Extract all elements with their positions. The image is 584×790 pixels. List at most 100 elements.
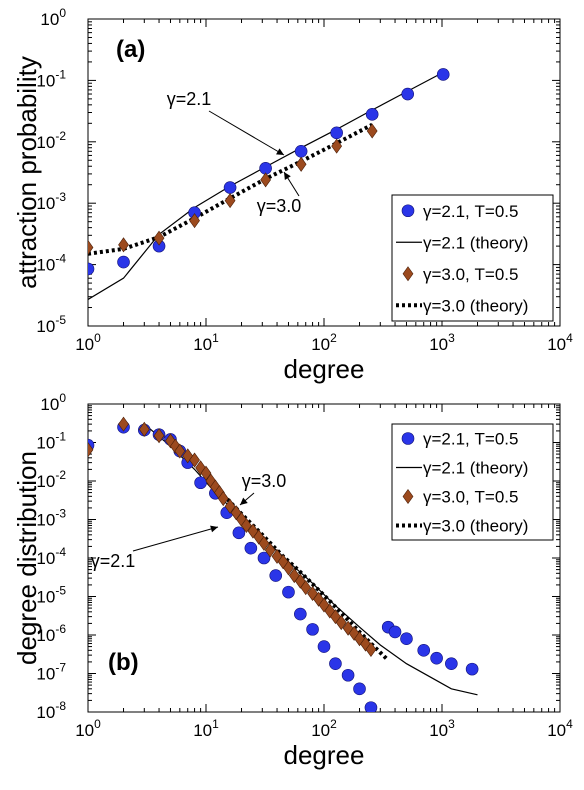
annotation-arrow [132, 526, 219, 552]
data-point-diamond [88, 442, 94, 458]
data-point-circle [430, 651, 443, 665]
x-axis-label: degree [284, 354, 365, 384]
annotation-label: γ=3.0 [242, 471, 287, 491]
y-tick-label: 10-3 [36, 190, 66, 213]
x-tick-label: 104 [547, 331, 573, 354]
y-tick-label: 10-4 [36, 545, 66, 568]
data-point-diamond [138, 421, 150, 437]
data-point-diamond [88, 239, 94, 256]
x-tick-label: 102 [311, 717, 337, 740]
data-point-diamond [360, 636, 371, 652]
theory-line-gamma-3.0 [88, 122, 374, 256]
y-tick-label: 100 [40, 391, 66, 414]
data-point-diamond [307, 585, 318, 601]
legend-label: γ=2.1 (theory) [423, 459, 528, 478]
x-tick-label: 103 [429, 717, 455, 740]
y-tick-label: 10-7 [36, 661, 66, 684]
data-point-diamond [195, 460, 206, 476]
legend-label: γ=3.0, T=0.5 [423, 265, 518, 284]
legend-box [391, 423, 554, 541]
data-point-diamond [224, 193, 236, 209]
y-tick-label: 10-3 [36, 507, 66, 530]
data-point-diamond [153, 230, 165, 246]
data-point-circle [223, 181, 237, 194]
data-point-circle [317, 640, 331, 653]
data-point-circle [282, 585, 295, 599]
data-point-circle [232, 526, 246, 540]
x-tick-label: 101 [193, 717, 219, 740]
data-point-diamond [313, 591, 324, 607]
data-point-circle [269, 569, 283, 582]
data-point-diamond [324, 603, 336, 619]
legend-label: γ=3.0 (theory) [423, 517, 528, 536]
annotation-arrowhead [276, 148, 284, 155]
data-point-diamond [300, 580, 312, 596]
y-tick-label: 10-4 [36, 252, 66, 275]
panel-label: (b) [108, 649, 139, 676]
legend-marker [402, 488, 414, 505]
theory-line-gamma-3.0 [204, 476, 390, 662]
annotation-label: γ=2.1 [91, 551, 136, 571]
data-point-circle [330, 126, 343, 140]
data-point-diamond [354, 631, 365, 647]
data-point-diamond [118, 237, 129, 253]
x-tick-label: 104 [547, 717, 573, 740]
x-tick-label: 103 [429, 331, 455, 354]
panel-b: 100 101 102 103 104 10-8 10-7 10-6 10-5 10-4 10-3 1… [12, 391, 573, 770]
data-point-diamond [200, 465, 212, 481]
data-point-circle [417, 644, 431, 657]
data-point-diamond [264, 542, 276, 558]
data-point-circle [257, 551, 271, 565]
data-point-circle [365, 108, 379, 121]
y-tick-label: 10-2 [36, 129, 66, 152]
data-point-circle [294, 145, 308, 158]
data-point-circle [445, 657, 458, 670]
y-tick-label: 10-2 [36, 468, 66, 491]
annotation-arrowhead [284, 172, 291, 180]
data-point-diamond [253, 529, 265, 545]
data-point-circle [353, 682, 366, 696]
y-tick-label: 10-8 [36, 699, 66, 722]
y-tick-label: 100 [40, 6, 66, 29]
legend-label: γ=3.0 (theory) [423, 296, 528, 315]
data-point-diamond [241, 517, 252, 533]
data-point-circle [306, 623, 319, 636]
x-tick-label: 100 [75, 717, 101, 740]
data-point-circle [465, 662, 479, 676]
data-point-diamond [295, 156, 307, 172]
data-point-diamond [182, 448, 194, 464]
data-point-diamond [189, 452, 200, 468]
legend-label: γ=2.1 (theory) [423, 233, 528, 252]
legend-marker [402, 266, 414, 282]
y-tick-label: 10-1 [36, 430, 66, 453]
annotation-label: γ=3.0 [257, 196, 302, 216]
data-point-diamond [247, 523, 259, 539]
data-point-circle [436, 68, 450, 81]
data-point-circle [364, 701, 378, 712]
data-point-circle [329, 657, 342, 670]
legend-marker [401, 432, 415, 445]
data-point-diamond [283, 560, 294, 576]
data-point-circle [341, 668, 355, 682]
data-point-circle [194, 476, 207, 490]
legend-box [391, 194, 554, 322]
data-point-diamond [260, 172, 271, 188]
panel-label: (a) [116, 36, 145, 63]
x-tick-label: 102 [311, 331, 337, 354]
data-point-diamond [174, 443, 186, 459]
y-axis-label: degree distribution [12, 451, 42, 665]
annotation-arrowhead [240, 497, 248, 505]
y-tick-label: 10-5 [36, 313, 66, 336]
data-point-diamond [189, 213, 200, 229]
data-point-diamond [335, 615, 347, 631]
legend-label: γ=3.0, T=0.5 [423, 488, 518, 507]
annotation-arrow [208, 110, 285, 156]
data-point-circle [400, 632, 413, 646]
data-point-diamond [118, 416, 129, 432]
data-point-diamond [224, 498, 236, 514]
data-point-circle [401, 87, 414, 101]
y-tick-label: 10-1 [36, 67, 66, 90]
y-axis-label: attraction probability [12, 56, 42, 289]
y-tick-label: 10-5 [36, 584, 66, 607]
